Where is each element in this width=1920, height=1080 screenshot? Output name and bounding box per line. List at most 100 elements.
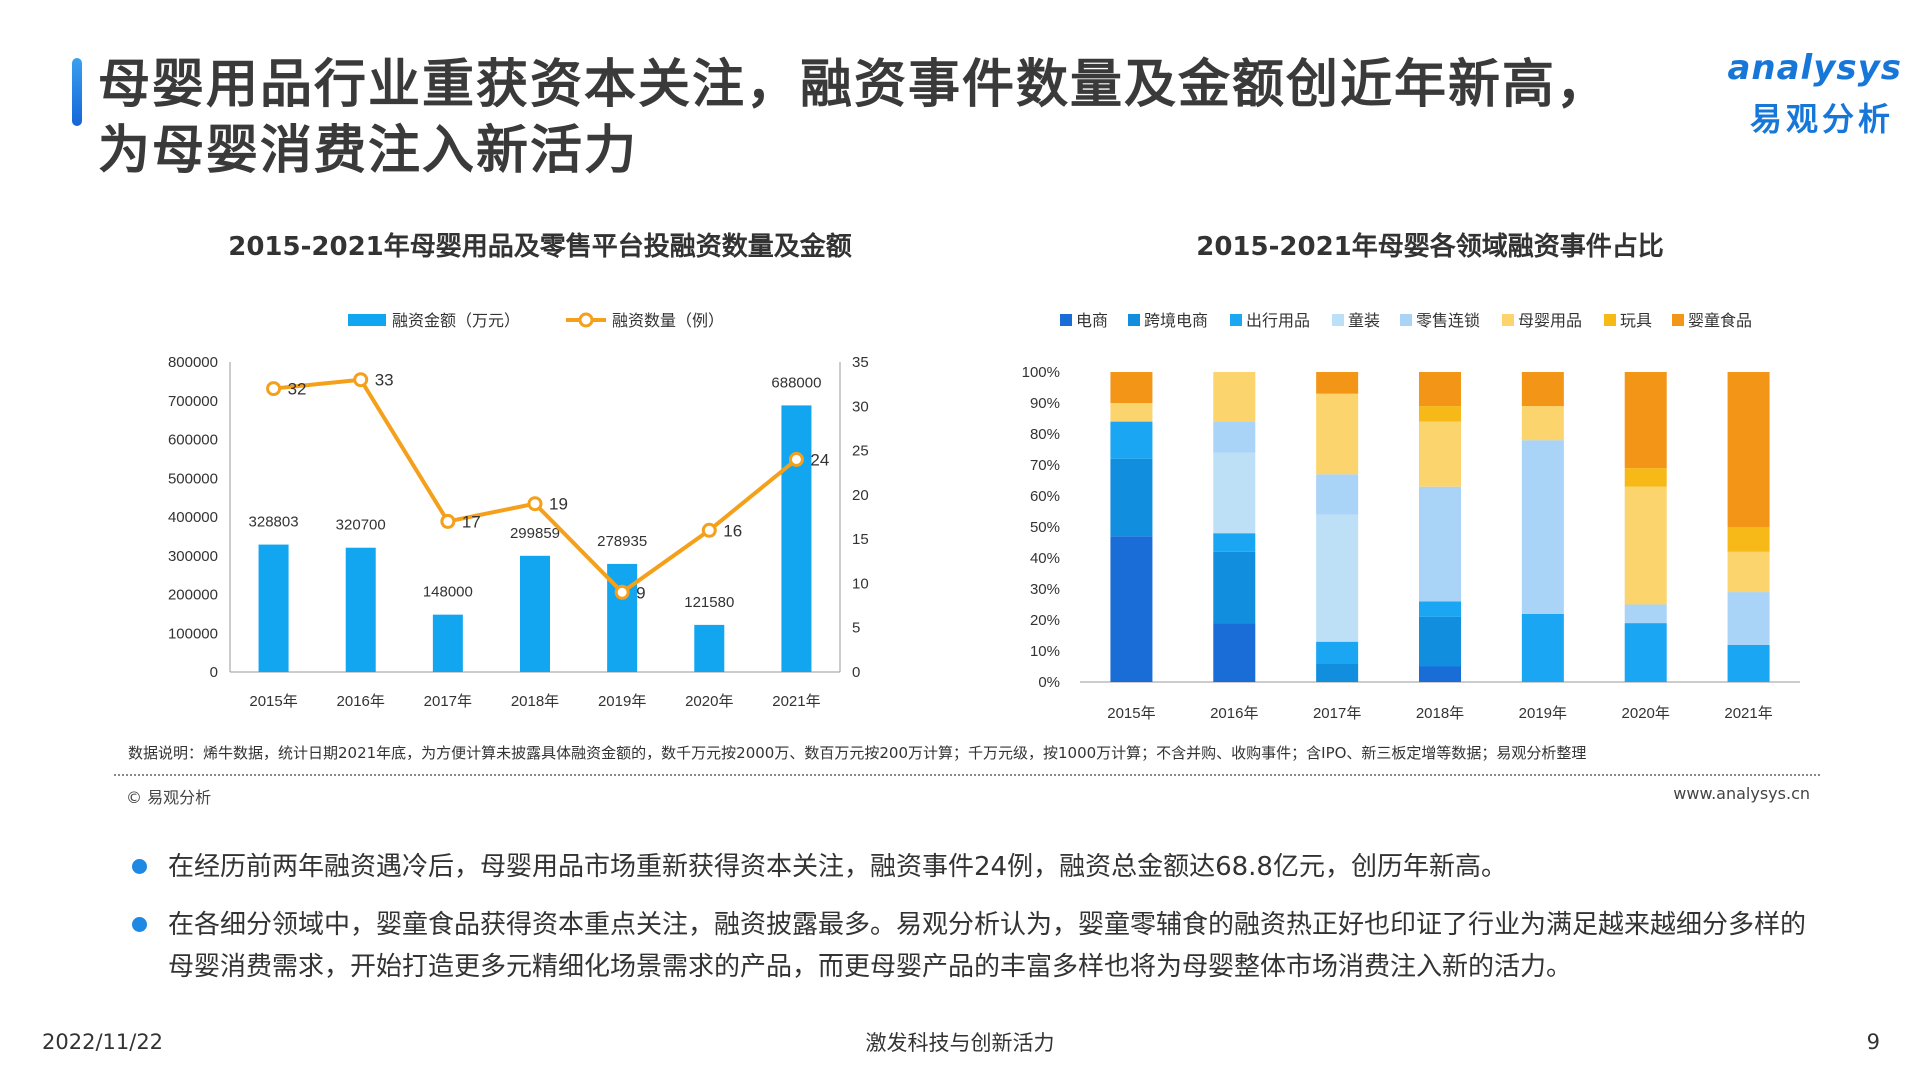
stacked-segment [1521,372,1564,407]
stacked-segment [1521,440,1564,614]
x-tick-label: 2016年 [337,693,385,710]
legend-label: 母婴用品 [1518,313,1582,330]
stacked-segment [1727,592,1770,645]
x-tick-label: 2016年 [1210,705,1258,722]
y-tick-label: 50% [1030,519,1060,536]
x-tick-label: 2018年 [1416,705,1464,722]
stacked-segment [1624,468,1667,487]
legend-label: 出行用品 [1246,312,1310,330]
legend-label: 婴童食品 [1688,311,1752,330]
y-tick-label-right: 35 [852,354,869,371]
website-link[interactable]: www.analysys.cn [1673,784,1810,803]
bullet-list: 在经历前两年融资遇冷后，母婴用品市场重新获得资本关注，融资事件24例，融资总金额… [130,846,1830,1004]
bar-data-label: 278935 [597,533,647,550]
stacked-segment [1419,486,1461,602]
x-tick-label: 2021年 [1724,705,1772,722]
logo-text-en: analysys [1727,48,1902,88]
legend-label: 融资数量（例） [612,312,724,330]
line-point [788,451,804,467]
x-tick-label: 2015年 [249,693,297,710]
x-tick-label: 2020年 [1622,705,1670,722]
stacked-segment [1521,406,1564,441]
stacked-segment [1419,616,1461,667]
bullet-dot-icon [132,859,147,874]
logo-text-cn: 易观分析 [1749,100,1894,138]
legend-swatch [1230,314,1242,326]
bar-data-label: 320700 [336,517,386,534]
stacked-segment [1316,372,1359,394]
y-tick-label: 20% [1030,612,1060,629]
legend-swatch [1400,314,1412,326]
bar-data-label: 299859 [510,525,560,542]
bullet-item: 在各细分领域中，婴童食品获得资本重点关注，融资披露最多。易观分析认为，婴童零辅食… [130,904,1830,988]
line-point [266,381,282,397]
stacked-segment [1727,527,1770,552]
bar [432,614,463,672]
stacked-segment [1419,372,1461,407]
legend-label: 零售连锁 [1416,312,1480,330]
y-tick-label-left: 400000 [168,509,218,526]
stacked-segment [1419,666,1461,682]
y-tick-label-left: 300000 [168,548,218,565]
stacked-segment [1624,604,1667,624]
x-tick-label: 2019年 [598,693,646,710]
x-tick-label: 2017年 [424,693,472,710]
legend-label: 玩具 [1620,313,1652,330]
chart-title-right: 2015-2021年母婴各领域融资事件占比 [1196,232,1664,262]
stacked-segment [1624,372,1667,469]
page-number: 9 [1866,1030,1880,1054]
page-title: 母婴用品行业重获资本关注，融资事件数量及金额创近年新高， 为母婴消费注入新活力 [98,55,1611,181]
legend-swatch [1604,314,1616,326]
legend-swatch [1672,314,1684,326]
legend-label: 电商 [1076,312,1108,330]
bar [345,547,376,672]
stacked-segment [1419,406,1461,422]
analysys-logo: analysys 易观分析 [1712,48,1902,138]
stacked-segment [1419,421,1461,487]
stacked-segment [1316,641,1359,664]
footer-date: 2022/11/22 [42,1030,164,1054]
line-data-label: 9 [636,583,645,602]
legend-label: 融资金额（万元） [392,312,520,330]
legend-swatch [1128,314,1140,326]
bullet-item: 在经历前两年融资遇冷后，母婴用品市场重新获得资本关注，融资事件24例，融资总金额… [130,846,1830,888]
financing-combo-chart: 0 100000 200000 300000 400000 500000 600000 700… [168,312,869,710]
stacked-segment [1110,372,1153,403]
x-tick-label: 2019年 [1519,705,1567,722]
y-tick-label: 60% [1030,488,1060,505]
y-tick-label: 40% [1030,550,1060,567]
y-tick-label-left: 500000 [168,470,218,487]
x-tick-label: 2021年 [772,693,820,710]
x-tick-label: 2018年 [511,693,559,710]
stacked-segment [1213,452,1256,534]
y-tick-label-left: 600000 [168,432,218,449]
y-tick-label: 90% [1030,395,1060,412]
y-tick-label-left: 700000 [168,393,218,410]
copyright: © 易观分析 [126,788,212,807]
y-tick-label-right: 15 [852,531,869,548]
stacked-segment [1110,403,1153,422]
stacked-segment [1213,551,1256,624]
legend-swatch [1332,314,1344,326]
title-accent-bar [72,58,82,126]
stacked-segment [1316,514,1359,642]
line-point [527,496,543,512]
bar [520,555,550,672]
stacked-segment [1110,458,1153,537]
bar [258,544,289,672]
bar-data-label: 688000 [771,374,821,391]
line-data-label: 33 [375,371,394,390]
legend-label: 童装 [1348,311,1380,330]
stacked-segment [1316,393,1359,475]
bullet-text: 在经历前两年融资遇冷后，母婴用品市场重新获得资本关注，融资事件24例，融资总金额… [168,852,1507,882]
y-tick-label: 0% [1038,674,1060,691]
divider [114,774,1820,776]
line-data-label: 19 [549,495,568,514]
chart-title-left: 2015-2021年母婴用品及零售平台投融资数量及金额 [228,232,852,262]
data-note: 数据说明：烯牛数据，统计日期2021年底，为方便计算未披露具体融资金额的，数千万… [128,744,1587,762]
y-tick-label: 10% [1030,643,1060,660]
y-tick-label: 80% [1030,426,1060,443]
stacked-segment [1213,421,1256,453]
y-tick-label: 30% [1030,581,1060,598]
y-tick-label-left: 200000 [168,587,218,604]
